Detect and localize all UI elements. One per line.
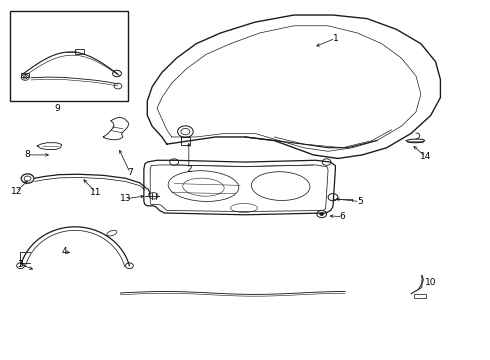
Text: 8: 8 [24, 150, 30, 159]
Text: 12: 12 [11, 187, 22, 196]
Text: 14: 14 [420, 152, 432, 161]
Bar [21, 73, 29, 77]
Text: 10: 10 [425, 278, 437, 287]
Text: 1: 1 [333, 34, 338, 43]
Circle shape [320, 213, 324, 216]
Bar [75, 49, 84, 54]
Text: 9: 9 [54, 104, 60, 113]
Text: 2: 2 [186, 165, 192, 174]
Bar [414, 294, 426, 298]
Text: 3: 3 [17, 260, 23, 269]
Text: 11: 11 [90, 188, 102, 197]
Text: 13: 13 [120, 194, 131, 203]
Bar [10, 12, 128, 101]
Text: 7: 7 [127, 168, 133, 177]
Text: 5: 5 [357, 197, 363, 206]
Text: 4: 4 [61, 247, 67, 256]
Bar [180, 137, 190, 145]
Text: 6: 6 [340, 212, 345, 221]
